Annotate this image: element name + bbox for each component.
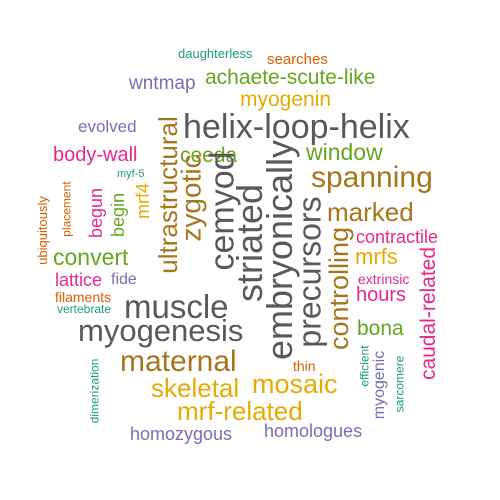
word-evolved: evolved: [78, 117, 137, 136]
word-body-wall: body-wall: [53, 144, 138, 166]
word-myogenin: myogenin: [240, 88, 332, 111]
word-begin: begin: [108, 192, 129, 238]
word-contractile: contractile: [356, 227, 439, 247]
word-convert: convert: [53, 244, 129, 270]
word-mosaic: mosaic: [252, 369, 338, 399]
word-ubiquitously: ubiquitously: [34, 195, 50, 265]
word-spanning: spanning: [311, 161, 433, 194]
word-skeletal: skeletal: [151, 373, 240, 403]
word-efficient: efficient: [357, 345, 372, 387]
word-sarcomere: sarcomere: [391, 355, 406, 413]
word-helix-loop-helix: helix-loop-helix: [183, 108, 410, 146]
word-mrf4: mrf4: [133, 183, 153, 219]
word-extrinsic: extrinsic: [358, 271, 410, 287]
word-zygotic: zygotic: [175, 154, 207, 242]
word-precursors: precursors: [291, 196, 328, 348]
word-maternal: maternal: [120, 345, 237, 378]
word-placement: placement: [59, 181, 74, 237]
word-vertebrate: vertebrate: [57, 302, 112, 316]
word-window: window: [306, 139, 383, 165]
word-homologues: homologues: [264, 421, 363, 441]
word-myf-5: myf-5: [117, 168, 145, 180]
word-lattice: lattice: [55, 270, 103, 290]
word-homozygous: homozygous: [130, 424, 233, 444]
word-myogenic: myogenic: [371, 350, 389, 420]
word-bona: bona: [357, 317, 404, 340]
word-daughterless: daughterless: [178, 46, 253, 61]
word-mrfs: mrfs: [355, 244, 398, 269]
word-dimerization: dimerization: [86, 358, 101, 424]
word-mrf-related: mrf-related: [177, 396, 303, 426]
word-myogenesis: myogenesis: [78, 313, 244, 348]
word-achaete-scute-like: achaete-scute-like: [205, 66, 376, 89]
word-muscle: muscle: [124, 288, 229, 325]
word-ceeda: ceeda: [180, 144, 238, 167]
word-searches: searches: [267, 51, 328, 68]
word-marked: marked: [327, 197, 414, 227]
word-fide: fide: [111, 271, 137, 288]
word-filaments: filaments: [55, 289, 112, 305]
word-controlling: controlling: [323, 226, 354, 350]
word-wntmap: wntmap: [129, 73, 196, 94]
word-thin: thin: [293, 358, 316, 374]
word-begun: begun: [86, 187, 107, 239]
word-caudal-related: caudal-related: [416, 246, 440, 380]
word-hours: hours: [356, 284, 407, 306]
